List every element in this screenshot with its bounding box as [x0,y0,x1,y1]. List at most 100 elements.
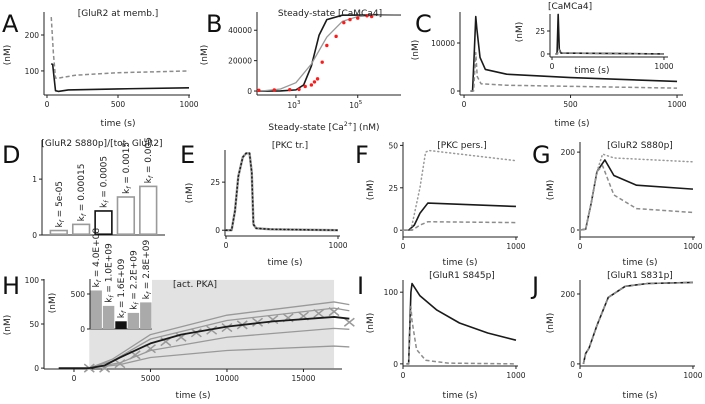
bar-label: kf = 5e-05 [55,181,66,228]
bar [127,312,140,329]
data-point [356,16,360,20]
data-point [315,77,320,81]
x-tick-exponent: 5 [359,100,363,106]
bar-label-subscript: f [96,279,103,282]
series-model-black [256,14,401,92]
bar-label-subscript: f [81,213,88,216]
y-axis-label: (nM) [200,45,210,66]
y-tick-label: 200 [25,31,40,40]
bar-label: kf = 0.0015 [122,142,133,194]
panel-letter: G [532,141,551,169]
bar [71,223,91,236]
panel-j: 0 200 0 1000 [GluR1 S831p] time (s) (nM) J [530,271,703,401]
y-tick-label: 25 [535,27,545,36]
panel-title: [GluR1 S831p] [607,271,673,281]
panel-title: [GluR2 S880p]/[tot. GluR2] [41,139,162,149]
panel-letter: I [357,272,364,300]
y-tick-label: 0 [247,87,252,96]
data-point [309,83,314,87]
panel-f: 0 25 50 0 1000 [PKC pers.] time (s) (nM) F [355,141,526,268]
x-tick-label: 0 [224,241,229,250]
x-tick-label: 0 [401,371,406,380]
y-tick-label: 40000 [228,26,252,35]
x-axis-label: time (s) [176,391,211,401]
series-gray-4 [89,345,350,369]
bar [139,185,158,236]
bar-label-value: = 5e-05 [55,181,65,220]
bar-label: kf = 1.0E+09 [105,243,116,303]
x-tick-exponent: 3 [297,100,301,106]
series-solid [470,15,678,92]
bar-label: kf = 0.0005 [100,156,111,208]
data-point [272,88,277,92]
y-tick-label: 100 [25,276,40,285]
bar [102,305,115,329]
data-point [312,80,317,84]
panel-letter: D [2,141,20,169]
y-tick-label: 200 [561,148,576,157]
data-marker-x [328,307,340,317]
bar-label: kf = 0.00015 [77,164,88,222]
panel-letter: A [2,10,19,38]
bar-label-value: = 0.0015 [122,142,132,187]
series-dotted [579,153,694,231]
x-tick-label: 1000 [654,62,673,71]
x-tick-label: 0 [462,100,467,109]
x-tick-label: 0 [578,242,583,251]
x-axis-label-rest: ] (nM) [353,123,380,133]
x-tick-label: 1000 [506,242,525,251]
bar-label-subscript: f [126,186,133,189]
y-tick-label: 0 [32,231,37,240]
series-dashed [579,165,694,231]
bar-label: kf = 4.0E+08 [92,228,103,288]
bar-label-value: = 4.0E+08 [92,228,102,281]
bar-label-subscript: f [109,295,116,298]
series-dashed [470,51,678,92]
x-tick-label: 500 [563,100,578,109]
bar-label-value: = 1.6E+09 [117,258,127,311]
bar-label-value: = 0.00015 [77,164,87,214]
y-tick-label: 0 [570,360,575,369]
data-point [369,14,374,19]
y-tick-label: 0 [393,360,398,369]
y-axis-label: (nM) [3,315,13,336]
data-marker-x [145,344,156,354]
panel-d: 0 1 kf = 5e-05 kf = 0.00015 kf = 0.0005 kf = … [2,137,165,240]
x-tick-label: 105 [349,100,363,110]
y-tick-label: 100 [384,288,399,297]
panel-title: Steady-state [CaMCa4] [278,9,382,19]
panel-title: [GluR2 S880p] [607,141,673,151]
data-point [365,14,369,18]
series-dashed [403,220,516,231]
data-point [334,34,338,39]
x-axis-label: time (s) [443,391,478,401]
x-axis-label-superscript: 2+ [344,121,353,128]
series-gray-1 [89,301,350,369]
bar-label-subscript: f [121,310,128,313]
y-tick-label: 0 [34,364,39,373]
x-tick-label: 103 [287,100,301,110]
y-tick-label: 50 [29,320,39,329]
data-point [342,20,346,25]
x-tick-label: 0 [550,62,555,71]
y-tick-label: 0 [80,325,85,334]
panel-title: [PKC pers.] [437,141,487,151]
x-axis-label: time (s) [623,391,658,401]
bar-label: kf = 1.6E+09 [117,258,128,318]
x-tick-label: 1000 [506,371,525,380]
x-axis-label: time (s) [575,66,610,76]
panel-letter: H [2,272,20,300]
y-axis-label: (nM) [366,313,376,334]
panel-a: 100 200 0 500 1000 [GluR2 at memb.] time (s) (n… [2,9,199,129]
series-model-black [58,316,350,370]
series-solid [406,282,517,365]
series-dotted [402,149,517,231]
panel-letter: E [180,141,195,169]
series-dashed [582,281,693,365]
y-tick-label: 200 [561,290,576,299]
x-axis-label: time (s) [623,258,658,268]
data-point [303,84,307,89]
